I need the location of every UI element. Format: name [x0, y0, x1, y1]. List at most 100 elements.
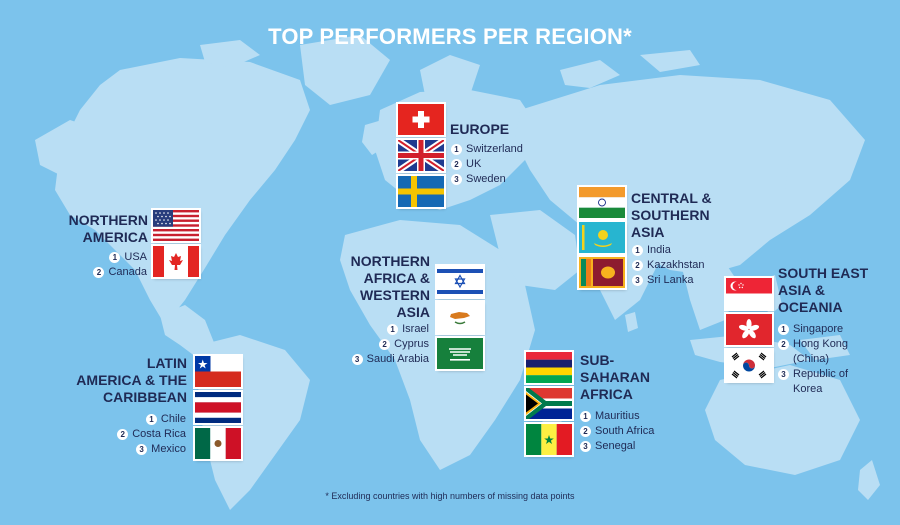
- region-title-line: NORTHERN: [68, 212, 148, 228]
- land-australia: [705, 365, 860, 475]
- list-item: 1 Israel: [300, 322, 429, 337]
- rank-badge: 3: [451, 174, 462, 185]
- land-scandinavia: [420, 55, 480, 105]
- sri-lanka-flag: [579, 257, 625, 288]
- south-africa-flag: [526, 388, 572, 419]
- rank-badge: 1: [145, 414, 157, 425]
- country-name-line: (China): [793, 353, 830, 365]
- region-northern-africa-western-asia-list: 1 Israel 2 Cyprus 3 Saudi Arabia: [300, 322, 429, 367]
- list-item: 3 Sri Lanka: [632, 273, 704, 288]
- country-name: USA: [124, 251, 147, 263]
- uk-flag: [398, 140, 444, 171]
- rank-badge: 1: [580, 411, 591, 422]
- land-japan: [785, 140, 815, 195]
- rank-badge: 1: [778, 324, 789, 335]
- country-name: Mexico: [151, 443, 186, 455]
- country-name: Mauritius: [595, 410, 640, 422]
- land-greenland: [300, 35, 390, 105]
- country-name: Chile: [160, 413, 186, 425]
- usa-flag: [153, 210, 199, 241]
- list-item: 3 Sweden: [451, 172, 523, 187]
- cyprus-flag: [437, 302, 483, 333]
- region-title-line: ASIA &: [778, 282, 825, 298]
- switzerland-flag: [398, 104, 444, 135]
- list-item: 1 Switzerland: [451, 142, 523, 157]
- region-title-line: WESTERN: [360, 287, 430, 303]
- rank-badge: 2: [778, 339, 789, 350]
- region-title-line: SAHARAN: [580, 369, 650, 385]
- list-item: 1 India: [632, 243, 704, 258]
- list-item: 1 Chile: [40, 412, 186, 427]
- region-title-line: SOUTH EAST: [778, 265, 869, 281]
- rank-badge: 3: [580, 441, 591, 452]
- list-item: 1 Mauritius: [580, 409, 654, 424]
- region-title-line: ASIA: [396, 304, 430, 320]
- list-item: 1 USA: [30, 250, 147, 265]
- region-title-line: SUB-: [580, 352, 615, 368]
- list-item: 2 Hong Kong (China): [778, 337, 848, 367]
- korea-flag: [726, 350, 772, 381]
- land-alaska: [35, 120, 100, 175]
- region-sub-saharan-africa-list: 1 Mauritius 2 South Africa 3 Senegal: [580, 409, 654, 454]
- mauritius-flag: [526, 352, 572, 383]
- rank-badge: 1: [387, 324, 399, 335]
- israel-flag: [437, 266, 483, 297]
- list-item: 2 South Africa: [580, 424, 654, 439]
- list-item: 3 Republic of Korea: [778, 367, 848, 397]
- land-arctic-1: [560, 60, 620, 88]
- list-item: 3 Mexico: [40, 442, 186, 457]
- country-name: Saudi Arabia: [366, 353, 429, 365]
- kazakhstan-flag: [579, 222, 625, 253]
- land-arctic-3: [730, 85, 780, 105]
- list-item: 2 Kazakhstan: [632, 258, 704, 273]
- country-name: Canada: [108, 266, 147, 278]
- rank-badge: 2: [379, 339, 391, 350]
- region-south-east-asia-oceania-title: SOUTH EAST ASIA & OCEANIA: [778, 265, 868, 316]
- land-canada-islands: [200, 40, 260, 68]
- country-name: Switzerland: [466, 143, 523, 155]
- land-sri-lanka: [625, 312, 638, 332]
- mexico-flag: [195, 428, 241, 459]
- land-new-zealand: [858, 460, 880, 500]
- country-name: Israel: [402, 323, 429, 335]
- costa-rica-flag: [195, 392, 241, 423]
- region-latin-america-caribbean-list: 1 Chile 2 Costa Rica 3 Mexico: [40, 412, 186, 457]
- region-northern-america-title: NORTHERN AMERICA: [30, 212, 148, 246]
- senegal-flag: [526, 424, 572, 455]
- list-item: 1 Singapore: [778, 322, 848, 337]
- rank-badge: 3: [778, 369, 789, 380]
- sweden-flag: [398, 176, 444, 207]
- region-title-line: AMERICA: [82, 229, 148, 245]
- region-sub-saharan-africa-title: SUB- SAHARAN AFRICA: [580, 352, 650, 403]
- region-title-line: NORTHERN: [350, 253, 430, 269]
- region-title-line: OCEANIA: [778, 299, 843, 315]
- rank-badge: 2: [580, 426, 591, 437]
- country-name: Kazakhstan: [647, 259, 705, 271]
- canada-flag: [153, 246, 199, 277]
- rank-badge: 3: [136, 444, 148, 455]
- footnote: * Excluding countries with high numbers …: [325, 491, 575, 501]
- region-europe-list: 1 Switzerland 2 UK 3 Sweden: [451, 142, 523, 187]
- country-name: Hong Kong (China): [793, 337, 848, 367]
- rank-badge: 1: [632, 245, 643, 256]
- land-indochina: [680, 255, 740, 330]
- region-northern-america-list: 1 USA 2 Canada: [30, 250, 147, 280]
- country-name: Sweden: [466, 173, 506, 185]
- saudi-arabia-flag: [437, 338, 483, 369]
- country-name: Singapore: [793, 322, 843, 337]
- land-new-guinea: [800, 335, 850, 360]
- country-name: UK: [466, 158, 482, 170]
- rank-badge: 3: [351, 354, 363, 365]
- country-name-line: Korea: [793, 383, 823, 395]
- region-central-southern-asia-title: CENTRAL & SOUTHERN ASIA: [631, 190, 712, 241]
- land-middle-east: [490, 210, 580, 290]
- region-title-line: EUROPE: [450, 121, 510, 137]
- rank-badge: 2: [93, 267, 105, 278]
- region-title-line: AFRICA &: [363, 270, 430, 286]
- country-name: Sri Lanka: [647, 274, 694, 286]
- country-name: Costa Rica: [132, 428, 186, 440]
- region-title-line: LATIN: [146, 355, 187, 371]
- singapore-flag: [726, 278, 772, 309]
- region-south-east-asia-oceania-list: 1 Singapore 2 Hong Kong (China) 3 Republic o…: [778, 322, 848, 397]
